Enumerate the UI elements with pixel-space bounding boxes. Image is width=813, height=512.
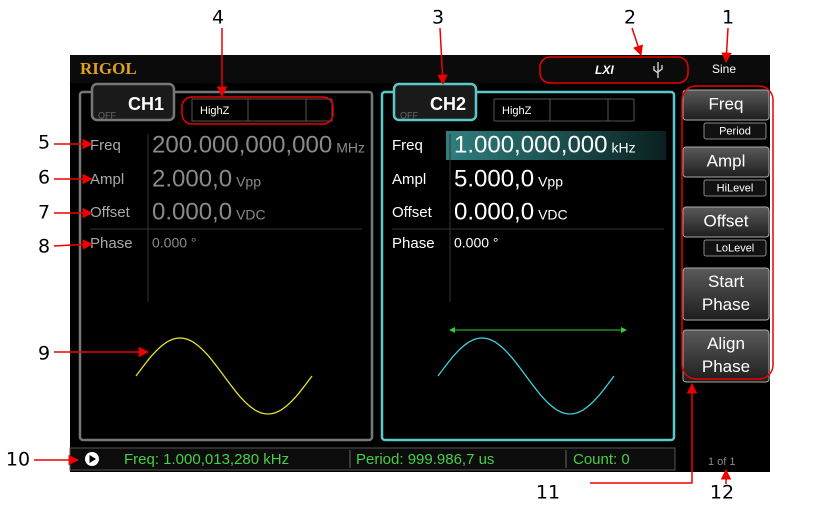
callout-number: 2	[624, 7, 636, 29]
param-label: Offset	[392, 204, 433, 221]
param-value: 0.000,0	[454, 198, 534, 225]
menu-label: Start	[708, 272, 744, 291]
menu-label: Align	[707, 334, 745, 353]
param-unit: Vpp	[236, 174, 261, 190]
param-label: Phase	[90, 235, 133, 252]
menu-label: Phase	[702, 357, 750, 376]
param-value: 0.000,0	[152, 198, 232, 225]
channel-state: OFF	[98, 110, 116, 120]
page-indicator: 1 of 1	[708, 456, 736, 468]
waveform: Sine	[712, 62, 736, 76]
param-label: Ampl	[90, 171, 124, 188]
callout-number: 6	[38, 167, 50, 189]
load-box	[493, 98, 635, 122]
callout-arrow	[721, 27, 732, 64]
param-value: 1.000,000,000	[454, 131, 607, 158]
param-label: Offset	[90, 204, 131, 221]
param-value: 2.000,0	[152, 165, 232, 192]
menu-button[interactable]	[682, 206, 770, 238]
menu-sub-box	[703, 239, 767, 257]
callout-number: 10	[6, 449, 30, 471]
load: HighZ	[200, 105, 230, 117]
menu-label: Offset	[703, 211, 748, 230]
callout-arrow	[53, 239, 94, 250]
menu-sub-box	[703, 122, 767, 140]
menu-sub: Period	[719, 125, 751, 137]
param-unit: kHz	[611, 140, 635, 156]
menu-button[interactable]	[682, 89, 770, 121]
selected-row	[446, 131, 666, 160]
status-freq: Freq: 1.000,013,280 kHz	[124, 451, 289, 468]
menu-sub: LoLevel	[716, 242, 755, 254]
menu-button[interactable]	[682, 267, 770, 321]
highlight	[181, 96, 334, 125]
menu-button[interactable]	[682, 146, 770, 178]
status-count: Count: 0	[573, 451, 630, 468]
lxi-icon: LXI	[595, 63, 614, 77]
highlight	[681, 85, 774, 380]
callout-number: 3	[432, 7, 444, 29]
channel-name: CH2	[430, 94, 466, 114]
play-triangle	[89, 455, 96, 463]
header-bar	[70, 55, 770, 83]
brand: RIGOL	[80, 59, 137, 78]
param-unit: VDC	[538, 207, 568, 223]
param-value: 200.000,000,000	[152, 131, 332, 158]
param-unit: VDC	[236, 207, 266, 223]
highlight	[539, 56, 689, 84]
param-unit: MHz	[336, 140, 365, 156]
menu-label: Phase	[702, 295, 750, 314]
menu-sub-box	[703, 179, 767, 197]
channel-state: OFF	[400, 110, 418, 120]
channel-tab	[392, 82, 478, 122]
channel-name: CH1	[128, 94, 164, 114]
callout-number: 1	[722, 7, 734, 29]
callout-arrow	[631, 27, 643, 56]
callout-arrow	[437, 27, 448, 86]
usb-icon	[653, 62, 663, 78]
menu-button[interactable]	[682, 329, 770, 383]
menu-label: Freq	[709, 94, 744, 113]
param-label: Phase	[392, 235, 435, 252]
callout-arrow	[590, 382, 698, 484]
callout-number: 8	[38, 236, 50, 258]
callout-number: 7	[38, 202, 50, 224]
menu-sub: HiLevel	[717, 182, 754, 194]
status-period: Period: 999.986,7 us	[356, 451, 494, 468]
param-label: Freq	[392, 137, 423, 154]
param-value: 0.000 °	[152, 235, 197, 251]
load-box	[191, 98, 333, 122]
param-unit: Vpp	[538, 174, 563, 190]
callout-number: 12	[710, 482, 734, 504]
waveform-trace	[135, 337, 313, 415]
callout-number: 11	[536, 482, 560, 504]
param-label: Freq	[90, 137, 121, 154]
param-label: Ampl	[392, 171, 426, 188]
callout-number: 5	[38, 132, 50, 154]
callout-number: 9	[38, 343, 50, 365]
callout-number: 4	[212, 7, 224, 29]
channel-panel	[380, 90, 676, 442]
load: HighZ	[502, 105, 532, 117]
param-value: 0.000 °	[454, 235, 499, 251]
channel-tab	[90, 82, 176, 122]
waveform-trace	[437, 337, 615, 415]
param-value: 5.000,0	[454, 165, 534, 192]
screen	[70, 55, 770, 472]
menu-label: Ampl	[707, 151, 746, 170]
